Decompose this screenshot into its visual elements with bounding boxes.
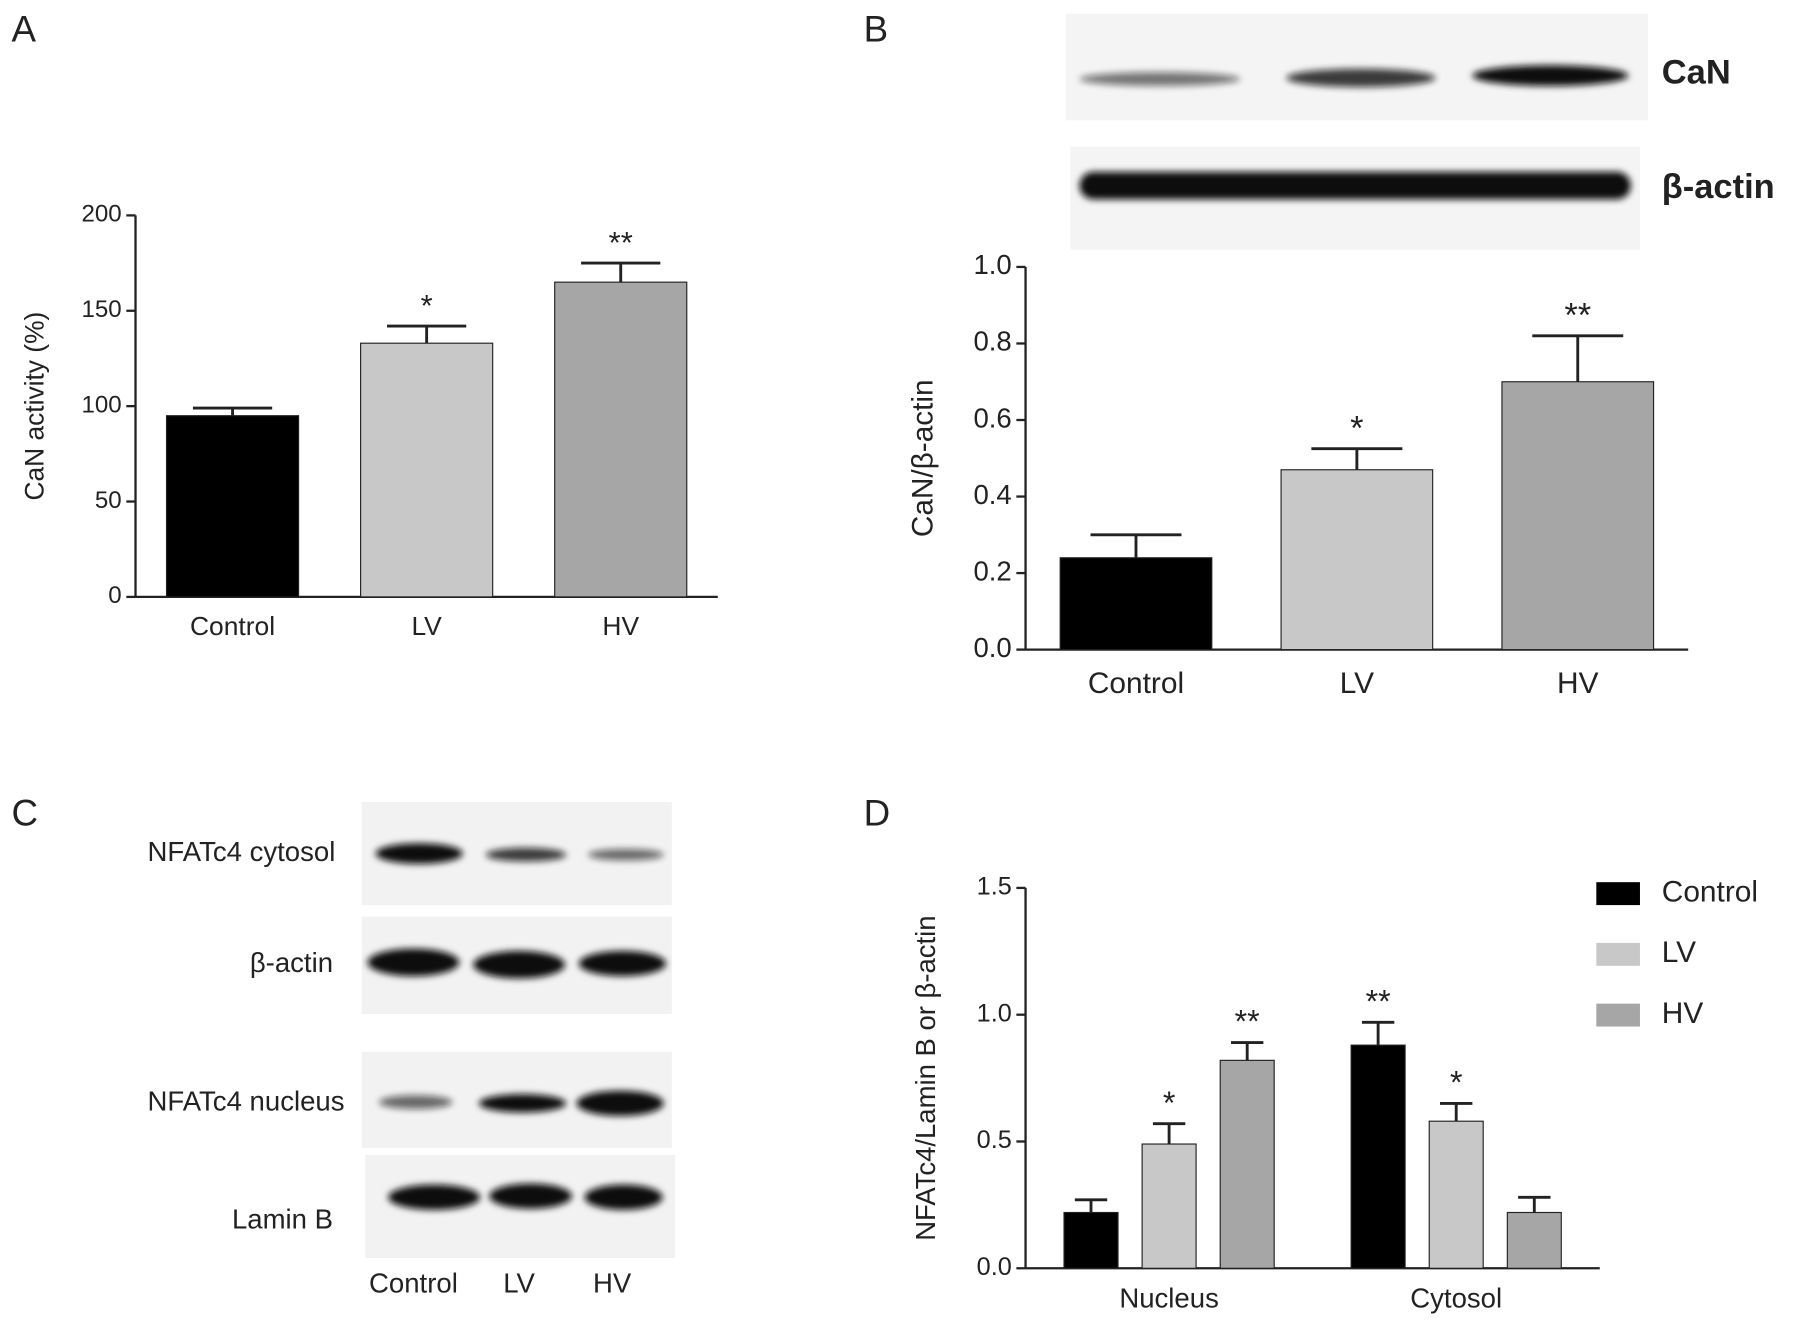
y-tick-label: 0 — [108, 582, 121, 609]
blot-label: Lamin B — [232, 1204, 333, 1235]
y-tick-label: 1.0 — [977, 999, 1012, 1027]
significance: * — [1163, 1085, 1176, 1121]
lane-label: HV — [593, 1268, 632, 1299]
blot-label: NFATc4 cytosol — [148, 836, 336, 867]
bar — [1506, 1211, 1562, 1269]
significance: ** — [609, 225, 633, 260]
significance: * — [1350, 409, 1363, 447]
error-bar — [1231, 1041, 1264, 1061]
y-tick-label: 50 — [95, 487, 122, 514]
legend-swatch — [1596, 882, 1640, 906]
error-bar — [1532, 334, 1624, 382]
legend-swatch — [1596, 1003, 1640, 1027]
bar — [1141, 1143, 1197, 1269]
y-tick-label: 200 — [81, 201, 121, 228]
blot-label: CaN — [1662, 54, 1731, 92]
x-tick-label: LV — [1340, 667, 1374, 700]
y-tick-label: 0.4 — [973, 479, 1011, 510]
error-bar — [1311, 447, 1403, 470]
lane-label: LV — [503, 1268, 535, 1299]
bar — [1063, 1211, 1119, 1269]
legend-label: HV — [1662, 997, 1704, 1030]
y-tick-label: 0.5 — [977, 1126, 1012, 1154]
y-tick-label: 1.0 — [973, 249, 1011, 280]
significance: ** — [1235, 1004, 1260, 1040]
bar — [1428, 1120, 1484, 1269]
significance: ** — [1564, 297, 1591, 335]
significance: ** — [1366, 983, 1391, 1019]
x-tick-label: Nucleus — [1119, 1283, 1219, 1314]
error-bar — [1090, 533, 1182, 558]
y-axis-label: CaN activity (%) — [20, 312, 50, 501]
blot-b: CaN β-actin — [1065, 13, 1775, 250]
lane-label: Control — [369, 1268, 458, 1299]
legend-swatch — [1596, 942, 1640, 966]
panel-label: C — [11, 792, 38, 833]
blot-label: β-actin — [1662, 168, 1775, 206]
x-tick-label: Control — [190, 611, 275, 641]
bar — [1501, 381, 1655, 651]
bar — [554, 281, 688, 598]
error-bar — [1518, 1195, 1551, 1213]
y-tick-label: 0.8 — [973, 326, 1011, 357]
y-tick-label: 0.2 — [973, 555, 1011, 586]
bar — [165, 415, 300, 598]
y-axis-label: CaN/β-actin — [906, 379, 939, 537]
x-tick-label: HV — [1557, 667, 1599, 700]
bar — [1059, 557, 1213, 651]
error-bar — [192, 406, 273, 416]
x-tick-label: HV — [602, 611, 639, 641]
bar — [1219, 1059, 1275, 1269]
y-tick-label: 0.0 — [977, 1253, 1012, 1281]
significance: * — [421, 288, 433, 323]
bar — [1280, 469, 1434, 651]
bar — [360, 342, 494, 598]
panel-label: D — [864, 792, 891, 833]
legend-label: Control — [1662, 876, 1758, 909]
x-tick-label: LV — [411, 611, 442, 641]
y-tick-label: 0.6 — [973, 402, 1011, 433]
blot-label: NFATc4 nucleus — [148, 1086, 345, 1117]
y-tick-label: 0.0 — [973, 632, 1011, 663]
y-tick-label: 150 — [81, 296, 121, 323]
error-bar — [1440, 1102, 1473, 1122]
error-bar — [1361, 1020, 1395, 1046]
error-bar — [581, 261, 661, 283]
y-tick-label: 1.5 — [977, 873, 1012, 901]
bar — [1350, 1044, 1406, 1269]
x-tick-label: Control — [1088, 667, 1184, 700]
blot-c: NFATc4 cytosol β-actin NFATc4 nucleus La… — [148, 801, 676, 1299]
legend-label: LV — [1662, 936, 1696, 969]
significance: * — [1450, 1065, 1463, 1101]
x-tick-label: Cytosol — [1410, 1283, 1502, 1314]
y-axis-label: NFATc4/Lamin B or β-actin — [910, 915, 941, 1240]
blot-label: β-actin — [250, 947, 333, 978]
panel-label: A — [11, 9, 36, 50]
y-tick-label: 100 — [81, 392, 121, 419]
error-bar — [1152, 1122, 1186, 1145]
error-bar — [1074, 1198, 1108, 1213]
error-bar — [387, 324, 467, 344]
panel-label: B — [864, 9, 889, 50]
